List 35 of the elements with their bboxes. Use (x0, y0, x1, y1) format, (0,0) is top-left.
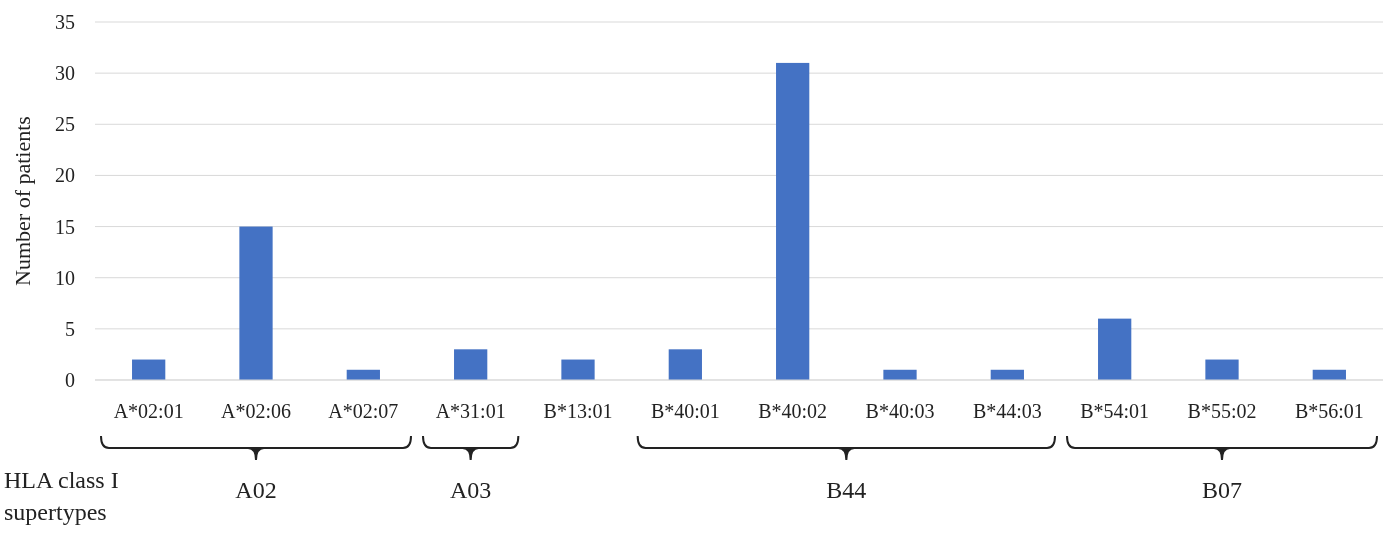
x-tick-label: B*40:03 (865, 400, 935, 422)
text: A03 (449, 477, 492, 503)
text: A02 (235, 477, 277, 503)
bar (132, 359, 166, 380)
text: B07 (1201, 477, 1243, 503)
y-tick-label: 0 (65, 369, 75, 391)
y-tick-label: 25 (55, 113, 75, 136)
y-tick-label: 5 (65, 317, 75, 340)
bar (883, 369, 917, 380)
x-tick-label: B*40:01 (650, 400, 720, 422)
x-tick-label: B*13:01 (543, 400, 613, 422)
x-tick-label: B*40:02 (758, 400, 828, 422)
x-tick-label: B*55:02 (1187, 400, 1257, 422)
x-tick-label: B*54:01 (1080, 400, 1150, 422)
y-tick-label: 30 (55, 62, 75, 85)
x-tick-label: A*02:07 (328, 400, 399, 422)
x-tick-label: A*02:01 (113, 400, 184, 422)
y-tick-label: 15 (55, 215, 75, 238)
y-axis-title: Number of patients (10, 116, 35, 286)
y-tick-label: 35 (55, 11, 75, 33)
x-tick-label: B*56:01 (1294, 400, 1364, 422)
bar (776, 62, 810, 380)
y-tick-label: 20 (55, 164, 75, 187)
bar (454, 349, 488, 380)
y-tick-label: 10 (55, 266, 75, 289)
bar (1098, 318, 1132, 380)
x-tick-label: A*31:01 (435, 400, 506, 422)
bar (561, 359, 595, 380)
bar (668, 349, 702, 380)
bar (239, 226, 273, 380)
text: HLA class I supertypes (4, 467, 119, 525)
text: B44 (826, 477, 867, 503)
x-tick-label: A*02:06 (221, 400, 291, 422)
x-tick-label: B*44:03 (972, 400, 1042, 422)
bar (1205, 359, 1239, 380)
